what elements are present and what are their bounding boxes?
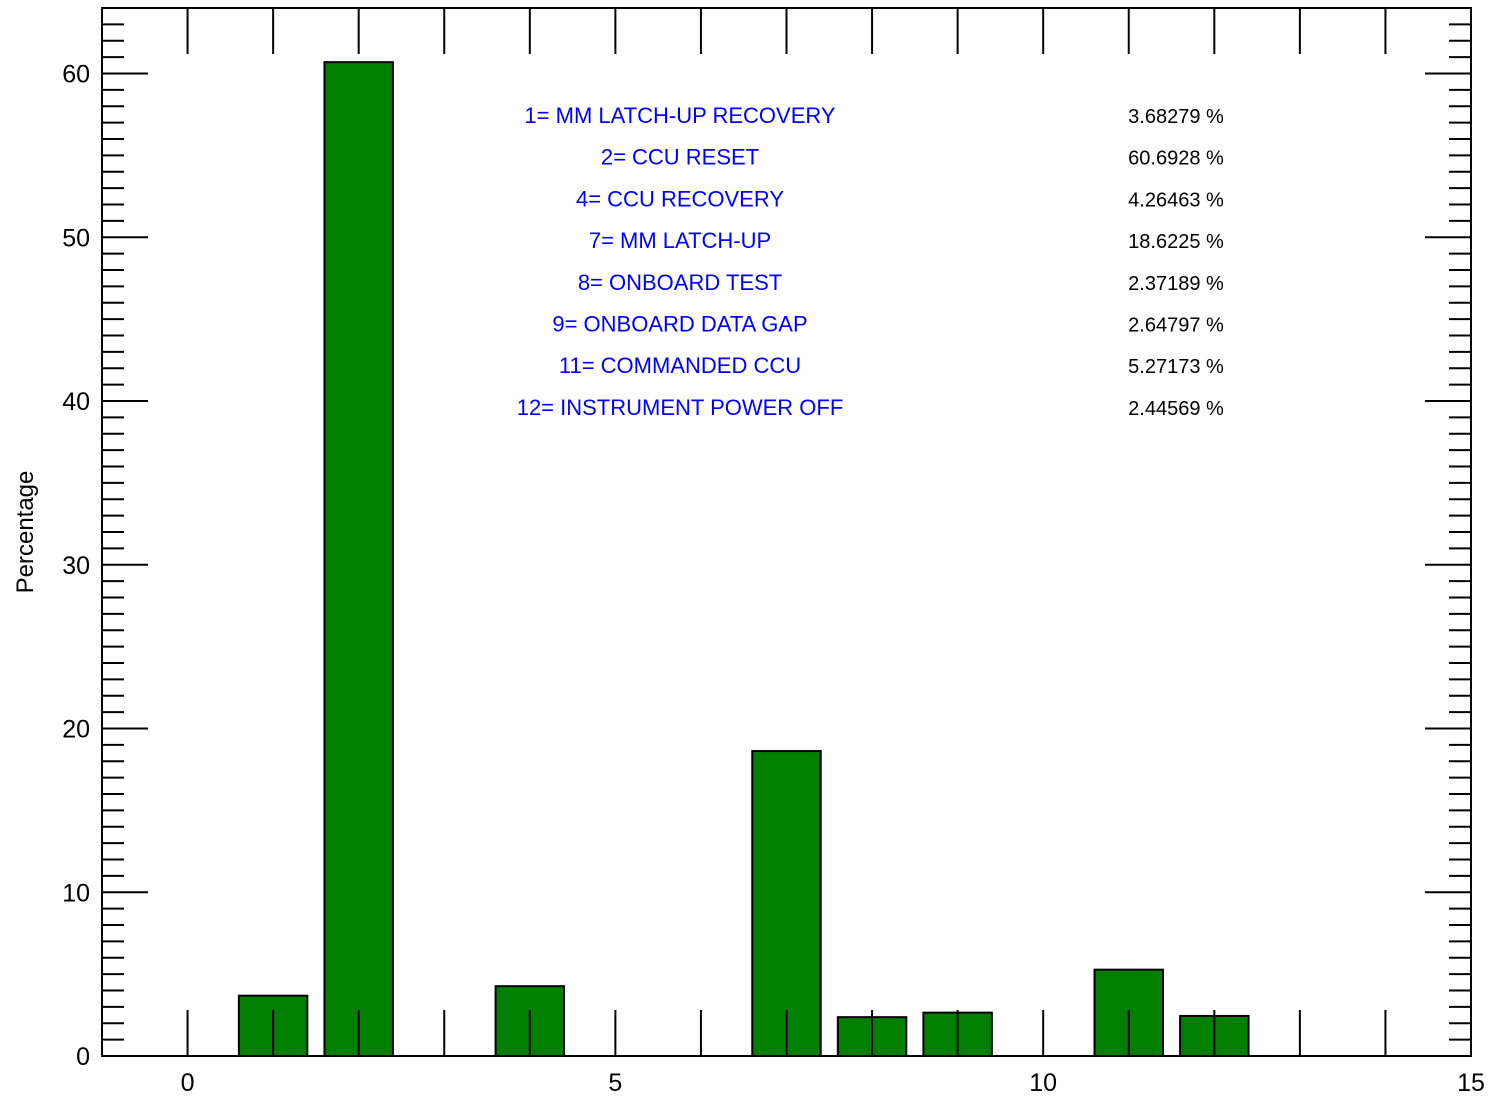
bar-2 <box>323 61 394 1058</box>
y-tick-label: 30 <box>62 552 90 580</box>
annotation-value: 2.37189 % <box>1128 273 1224 295</box>
y-tick-label: 0 <box>76 1043 90 1071</box>
annotation-list: 1= MM LATCH-UP RECOVERY 3.68279 % 2= CCU R… <box>517 103 1224 420</box>
y-axis-title: Percentage <box>12 471 39 594</box>
y-axis-ticks: 0 10 20 30 40 50 60 <box>62 7 1471 1071</box>
y-tick-label: 20 <box>62 716 90 744</box>
annotation-value: 2.64797 % <box>1128 315 1224 337</box>
x-axis-ticks: 0 5 10 15 <box>181 8 1485 1097</box>
bar-7 <box>751 750 822 1058</box>
annotation-label: 11= COMMANDED CCU <box>559 353 801 378</box>
annotation-label: 9= ONBOARD DATA GAP <box>552 312 807 337</box>
y-tick-label: 50 <box>62 224 90 252</box>
y-tick-label: 40 <box>62 388 90 416</box>
annotation-label: 4= CCU RECOVERY <box>576 186 784 211</box>
y-tick-label: 10 <box>62 879 90 907</box>
annotation-value: 18.6225 % <box>1128 231 1224 253</box>
annotation-value: 60.6928 % <box>1128 148 1224 170</box>
x-tick-label: 10 <box>1029 1069 1057 1097</box>
annotation-value: 3.68279 % <box>1128 106 1224 128</box>
annotation-label: 2= CCU RESET <box>601 145 759 170</box>
annotation-value: 2.44569 % <box>1128 398 1224 420</box>
annotation-label: 12= INSTRUMENT POWER OFF <box>517 395 844 420</box>
annotation-value: 5.27173 % <box>1128 356 1224 378</box>
annotation-value: 4.26463 % <box>1128 189 1224 211</box>
annotation-label: 1= MM LATCH-UP RECOVERY <box>524 103 835 128</box>
x-tick-label: 5 <box>608 1069 622 1097</box>
x-tick-label: 0 <box>181 1069 195 1097</box>
annotation-label: 8= ONBOARD TEST <box>578 270 782 295</box>
bars-group <box>153 61 1420 1058</box>
y-tick-label: 60 <box>62 61 90 89</box>
annotation-label: 7= MM LATCH-UP <box>589 228 771 253</box>
x-tick-label: 15 <box>1457 1069 1485 1097</box>
